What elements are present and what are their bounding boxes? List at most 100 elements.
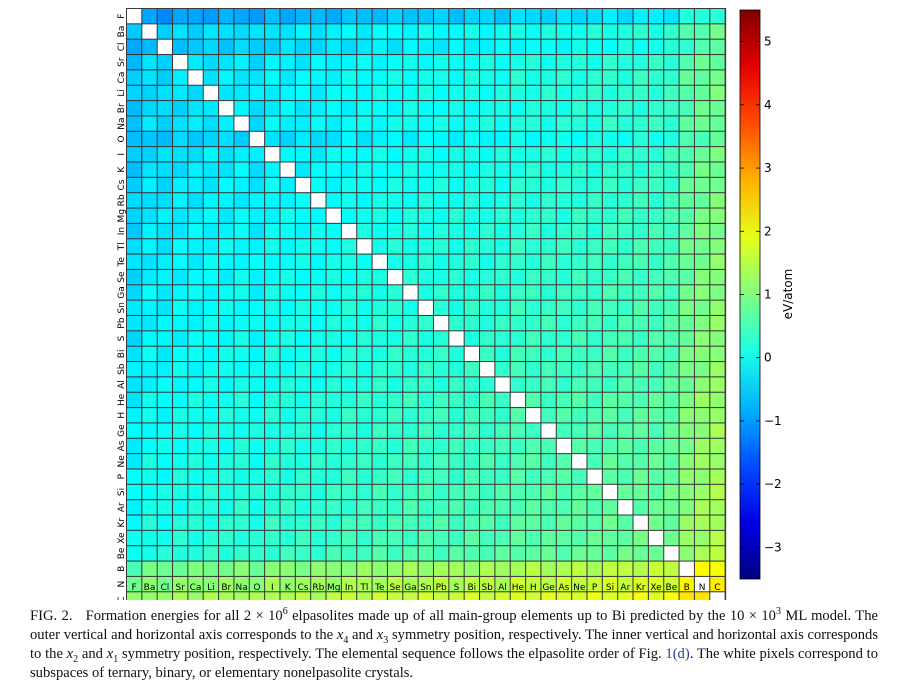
heatmap-cell [634,592,648,600]
heatmap-cell [388,562,402,576]
heatmap-cell [511,546,525,560]
heatmap-cell [403,209,417,223]
heatmap-cell [588,485,602,499]
heatmap-cell [434,270,448,284]
heatmap-cell [649,55,663,69]
heatmap-cell [127,101,141,115]
heatmap-cell [327,147,341,161]
heatmap-cell [419,316,433,330]
heatmap-cell [250,209,264,223]
heatmap-cell [434,331,448,345]
heatmap-cell [588,147,602,161]
heatmap-cell-empty [434,316,448,330]
heatmap-cell [603,331,617,345]
heatmap-cell [342,423,356,437]
heatmap-cell [357,209,371,223]
heatmap-cell [495,55,509,69]
heatmap-cell [265,163,279,177]
heatmap-cell [572,546,586,560]
heatmap-cell [127,516,141,530]
heatmap-cell [495,116,509,130]
heatmap-cell [204,562,218,576]
heatmap-cell [572,24,586,38]
heatmap-cell [357,531,371,545]
heatmap-cell [158,24,172,38]
heatmap-cell [634,331,648,345]
heatmap-cell [342,86,356,100]
y-tick-label: H [117,412,127,419]
heatmap-cell [557,347,571,361]
heatmap-cell [265,116,279,130]
heatmap-cell [173,101,187,115]
heatmap-cell [511,55,525,69]
heatmap-cell [434,500,448,514]
heatmap-cell [634,301,648,315]
heatmap-cell [603,239,617,253]
heatmap-cell [649,101,663,115]
heatmap-cell [695,439,709,453]
heatmap-cell [311,9,325,23]
heatmap-cell [234,377,248,391]
heatmap-cell [250,316,264,330]
heatmap-cell [281,362,295,376]
heatmap-cell [695,408,709,422]
heatmap-cell [572,9,586,23]
heatmap-cell [618,546,632,560]
heatmap-cell [219,423,233,437]
figure-reference-link[interactable]: 1(d) [665,646,689,662]
heatmap-cell [403,86,417,100]
heatmap-cell [142,377,156,391]
heatmap-cell [664,255,678,269]
heatmap-cell [342,500,356,514]
heatmap-cell [296,101,310,115]
heatmap-cell-empty [480,362,494,376]
heatmap-cell [634,377,648,391]
heatmap-cell [526,147,540,161]
heatmap-cell [127,224,141,238]
heatmap-cell [434,178,448,192]
heatmap-cell [634,86,648,100]
heatmap-cell [664,101,678,115]
heatmap-cell [526,516,540,530]
heatmap-cell [480,531,494,545]
heatmap-cell [465,285,479,299]
heatmap-cell [373,470,387,484]
heatmap-cell [357,439,371,453]
heatmap-cell [664,331,678,345]
heatmap-cell [664,285,678,299]
heatmap-cell [649,163,663,177]
heatmap-cell [204,55,218,69]
heatmap-cell [434,454,448,468]
heatmap-cell [634,132,648,146]
heatmap-cell [188,423,202,437]
heatmap-cell [588,55,602,69]
heatmap-cell [618,116,632,130]
heatmap-cell [649,239,663,253]
x-tick-label: Mg [327,583,340,593]
heatmap-cell [281,592,295,600]
heatmap-cell [603,101,617,115]
heatmap-cell [219,255,233,269]
heatmap-cell [465,546,479,560]
x-tick-label: F [132,583,137,593]
heatmap-cell [465,531,479,545]
heatmap-cell [234,546,248,560]
heatmap-cell [173,423,187,437]
heatmap-cell [311,592,325,600]
heatmap-cell [327,592,341,600]
y-tick-label: I [117,153,127,156]
heatmap-cell [649,40,663,54]
heatmap-cell [250,285,264,299]
heatmap-cell [495,255,509,269]
heatmap-cell [664,239,678,253]
heatmap-cell-empty [680,562,694,576]
heatmap-cell [388,193,402,207]
heatmap-cell [373,178,387,192]
heatmap-cell [495,485,509,499]
heatmap-cell [634,439,648,453]
heatmap-cell [557,592,571,600]
heatmap-cell [434,439,448,453]
heatmap-cell [557,147,571,161]
y-tick-label: O [117,135,127,142]
heatmap-cell [480,193,494,207]
